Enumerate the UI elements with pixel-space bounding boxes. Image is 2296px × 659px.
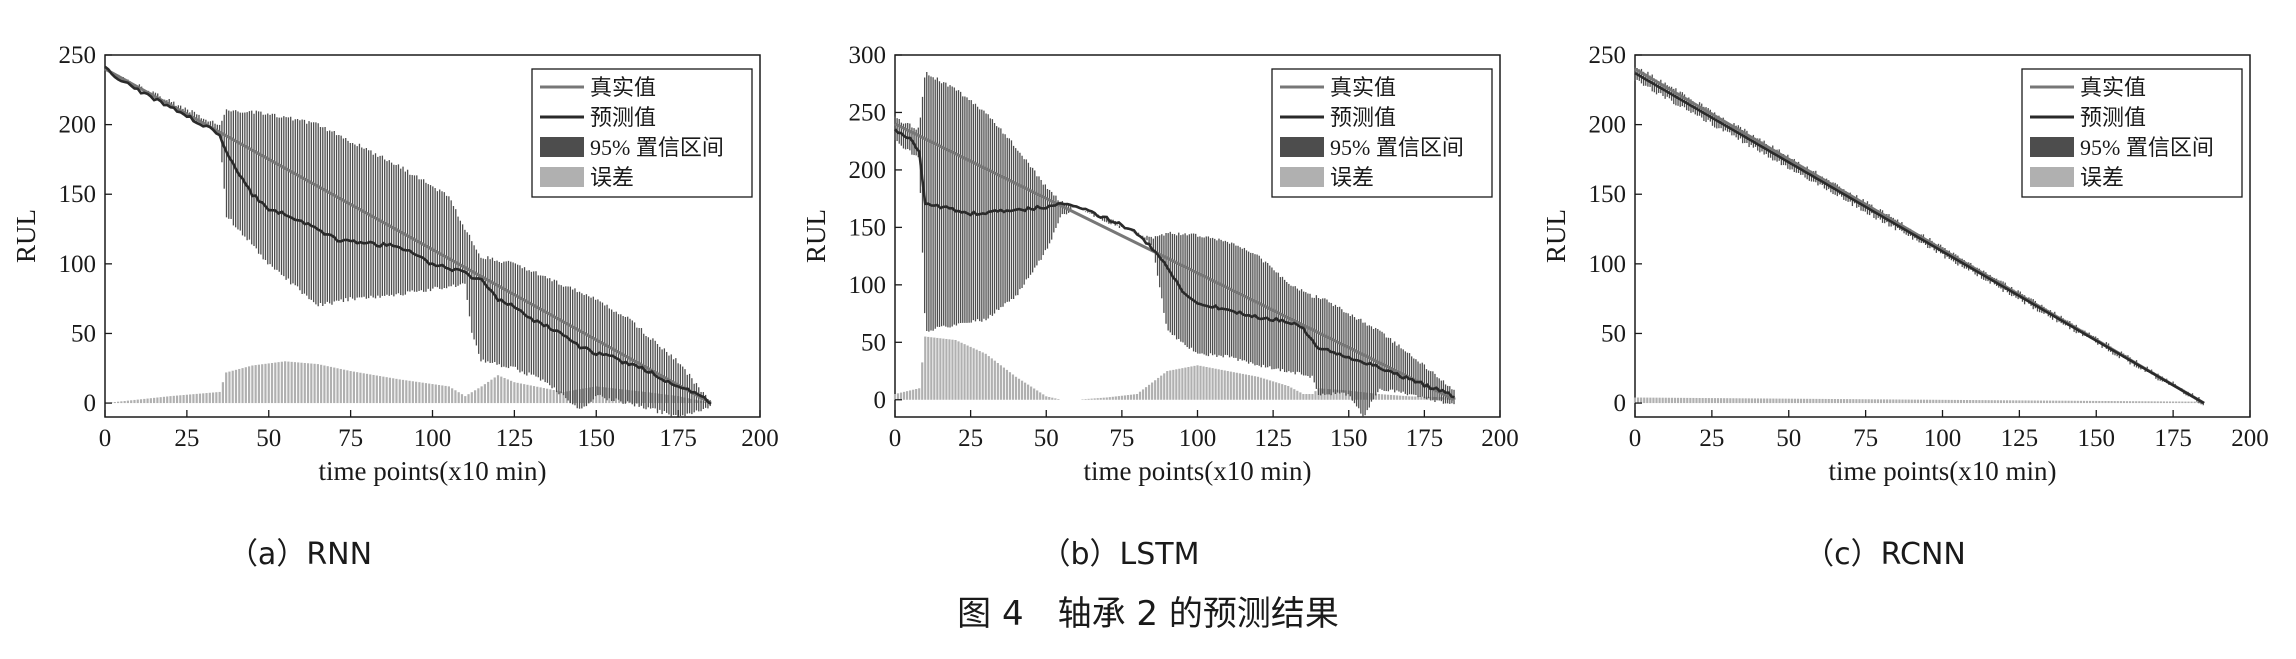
x-tick-label: 125 — [2001, 425, 2039, 452]
chart-panel-lstm: 0 25 50 75 100 125 150 175 200 0 50 100 150 200 250 300… — [801, 42, 1519, 486]
x-tick-label: 150 — [578, 425, 616, 452]
y-tick-label: 250 — [59, 42, 97, 69]
x-tick-label: 75 — [1109, 425, 1134, 452]
x-tick-label: 0 — [1629, 425, 1642, 452]
x-tick-label: 125 — [496, 425, 534, 452]
x-tick-label: 100 — [1924, 425, 1962, 452]
y-tick-label: 250 — [849, 99, 887, 126]
x-axis-label: time points(x10 min) — [1084, 456, 1312, 486]
legend-key-box — [540, 167, 584, 187]
x-tick-label: 100 — [1179, 425, 1217, 452]
x-tick-label: 175 — [1406, 425, 1444, 452]
x-tick-label: 0 — [99, 425, 112, 452]
legend-key-box — [1280, 167, 1324, 187]
subcaption-c: （c）RCNN — [1804, 537, 1966, 572]
x-tick-label: 25 — [174, 425, 199, 452]
legend-label: 预测值 — [2080, 105, 2146, 130]
y-tick-label: 300 — [849, 42, 887, 69]
x-tick-label: 200 — [2231, 425, 2269, 452]
y-tick-label: 100 — [1589, 251, 1627, 278]
x-tick-label: 100 — [414, 425, 452, 452]
x-axis-label: time points(x10 min) — [1829, 456, 2057, 486]
figure-caption: 图 4 轴承 2 的预测结果 — [957, 594, 1339, 634]
legend: 真实值预测值 95% 置信区间误差 — [2022, 69, 2242, 197]
y-axis-label: RUL — [1541, 209, 1571, 263]
legend-label: 真实值 — [2080, 75, 2146, 100]
x-tick-label: 50 — [1776, 425, 1801, 452]
subcaption-a: （a）RNN — [228, 537, 372, 572]
legend-label: 预测值 — [590, 105, 656, 130]
chart-panel-rnn: 0 25 50 75 100 125 150 175 200 0 50 100 150 200 250 tim… — [11, 42, 779, 486]
x-tick-label: 200 — [741, 425, 779, 452]
x-tick-label: 150 — [1330, 425, 1368, 452]
y-tick-label: 100 — [59, 251, 97, 278]
y-tick-label: 150 — [59, 181, 97, 208]
legend-label: 95% 置信区间 — [2080, 135, 2214, 160]
x-tick-label: 150 — [2078, 425, 2116, 452]
legend: 真实值预测值 95% 置信区间误差 — [532, 69, 752, 197]
x-tick-label: 75 — [1853, 425, 1878, 452]
y-tick-label: 50 — [71, 320, 96, 347]
y-axis-label: RUL — [11, 209, 41, 263]
x-tick-label: 175 — [659, 425, 697, 452]
legend-key-box — [1280, 137, 1324, 157]
y-tick-label: 200 — [1589, 112, 1627, 139]
legend-label: 误差 — [1330, 165, 1374, 190]
legend-label: 误差 — [590, 165, 634, 190]
x-axis-label: time points(x10 min) — [319, 456, 547, 486]
y-tick-label: 150 — [1589, 181, 1627, 208]
legend-label: 95% 置信区间 — [590, 135, 724, 160]
y-tick-label: 0 — [1614, 390, 1627, 417]
x-tick-label: 50 — [1034, 425, 1059, 452]
x-tick-label: 25 — [958, 425, 983, 452]
x-tick-label: 0 — [889, 425, 902, 452]
y-tick-label: 150 — [849, 214, 887, 241]
legend-label: 预测值 — [1330, 105, 1396, 130]
chart-panel-rcnn: 0 25 50 75 100 125 150 175 200 0 50 100 150 200 250 tim… — [1541, 42, 2269, 486]
x-tick-label: 50 — [256, 425, 281, 452]
legend-key-box — [540, 137, 584, 157]
legend: 真实值预测值 95% 置信区间误差 — [1272, 69, 1492, 197]
y-tick-label: 0 — [874, 387, 887, 414]
x-tick-label: 175 — [2154, 425, 2192, 452]
legend-label: 95% 置信区间 — [1330, 135, 1464, 160]
y-axis-label: RUL — [801, 209, 831, 263]
x-tick-label: 200 — [1481, 425, 1519, 452]
x-tick-label: 75 — [338, 425, 363, 452]
legend-key-box — [2030, 167, 2074, 187]
y-tick-label: 200 — [59, 112, 97, 139]
subcaption-b: （b）LSTM — [1040, 537, 1199, 572]
y-tick-label: 200 — [849, 157, 887, 184]
x-tick-label: 25 — [1699, 425, 1724, 452]
y-tick-label: 0 — [84, 390, 97, 417]
y-tick-label: 250 — [1589, 42, 1627, 69]
legend-label: 真实值 — [1330, 75, 1396, 100]
legend-key-box — [2030, 137, 2074, 157]
y-tick-label: 50 — [1601, 320, 1626, 347]
legend-label: 真实值 — [590, 75, 656, 100]
legend-label: 误差 — [2080, 165, 2124, 190]
y-tick-label: 50 — [861, 329, 886, 356]
x-tick-label: 125 — [1254, 425, 1292, 452]
y-tick-label: 100 — [849, 272, 887, 299]
